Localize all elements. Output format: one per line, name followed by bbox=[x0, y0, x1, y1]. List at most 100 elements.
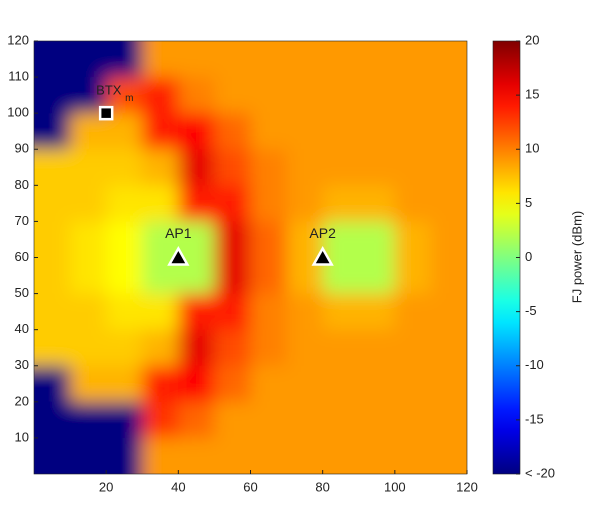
point-marker bbox=[311, 245, 334, 266]
heat-cell bbox=[394, 365, 432, 403]
heat-cell bbox=[106, 365, 143, 403]
heat-cell bbox=[70, 437, 107, 474]
heat-cell bbox=[214, 221, 251, 258]
heat-cell bbox=[358, 149, 396, 186]
heat-cell bbox=[142, 185, 179, 222]
heat-cell bbox=[322, 221, 360, 258]
heat-cell bbox=[250, 77, 288, 114]
heat-cell bbox=[286, 221, 324, 258]
heat-cell bbox=[358, 293, 396, 331]
colorbar-label: FJ power (dBm) bbox=[569, 211, 584, 303]
heat-cell bbox=[250, 149, 288, 186]
y-tick-label: 70 bbox=[15, 213, 29, 228]
point-marker bbox=[167, 245, 190, 266]
x-tick-label: 80 bbox=[315, 479, 329, 494]
heat-cell bbox=[178, 437, 215, 474]
heat-cell bbox=[214, 257, 251, 295]
heat-cell bbox=[178, 221, 215, 258]
heat-cell bbox=[430, 329, 467, 367]
heat-cell bbox=[322, 149, 360, 186]
heat-cell bbox=[358, 329, 396, 367]
heat-cell bbox=[178, 293, 215, 331]
heat-cell bbox=[286, 293, 324, 331]
heat-cell bbox=[358, 401, 396, 439]
colorbar-tick-label: -5 bbox=[525, 303, 537, 318]
heat-cell bbox=[430, 41, 467, 78]
heat-cell bbox=[322, 401, 360, 439]
heat-cell bbox=[106, 437, 143, 474]
y-tick-label: 40 bbox=[15, 321, 29, 336]
heat-cell bbox=[34, 149, 71, 186]
heat-cell bbox=[430, 149, 467, 186]
heat-cell bbox=[142, 293, 179, 331]
heat-cell bbox=[394, 221, 432, 258]
heat-cell bbox=[70, 401, 107, 439]
heat-cell bbox=[214, 329, 251, 367]
heat-cell bbox=[322, 185, 360, 222]
heat-cell bbox=[394, 329, 432, 367]
x-tick-label: 40 bbox=[171, 479, 185, 494]
heat-cell bbox=[322, 293, 360, 331]
heat-cell bbox=[34, 329, 71, 367]
heat-cell bbox=[34, 365, 71, 403]
heat-cell bbox=[70, 221, 107, 258]
point-label: AP2 bbox=[309, 225, 336, 241]
heat-cell bbox=[394, 257, 432, 295]
heat-cell bbox=[214, 437, 251, 474]
heat-cell bbox=[358, 185, 396, 222]
heat-cell bbox=[106, 149, 143, 186]
heat-cell bbox=[142, 329, 179, 367]
heat-cell bbox=[394, 293, 432, 331]
heat-cell bbox=[430, 257, 467, 295]
heat-cell bbox=[250, 113, 288, 150]
heat-cell bbox=[142, 149, 179, 186]
heat-cell bbox=[358, 41, 396, 78]
point-subscript: m bbox=[125, 93, 133, 104]
heat-cell bbox=[286, 41, 324, 78]
heat-cell bbox=[394, 41, 432, 78]
colorbar-tick-label: -10 bbox=[525, 357, 544, 372]
heat-cell bbox=[178, 41, 215, 78]
heat-cell bbox=[142, 365, 179, 403]
heat-cell bbox=[34, 257, 71, 295]
heat-cell bbox=[214, 41, 251, 78]
heat-cell bbox=[430, 293, 467, 331]
x-tick-label: 100 bbox=[384, 479, 406, 494]
heat-cell bbox=[142, 401, 179, 439]
x-tick-label: 60 bbox=[243, 479, 257, 494]
heat-cell bbox=[70, 41, 107, 78]
heat-cell bbox=[106, 401, 143, 439]
y-tick-label: 50 bbox=[15, 285, 29, 300]
heat-cell bbox=[178, 113, 215, 150]
y-tick-label: 60 bbox=[15, 249, 29, 264]
y-tick-label: 80 bbox=[15, 177, 29, 192]
heat-cell bbox=[142, 221, 179, 258]
heat-cell bbox=[430, 77, 467, 114]
point-marker bbox=[98, 105, 114, 121]
heat-cell bbox=[286, 113, 324, 150]
heat-cell bbox=[34, 77, 71, 114]
heat-cell bbox=[394, 401, 432, 439]
heat-cell bbox=[250, 293, 288, 331]
heat-cell bbox=[286, 185, 324, 222]
heat-cell bbox=[394, 77, 432, 114]
heat-cell bbox=[322, 437, 360, 474]
heat-cell bbox=[430, 365, 467, 403]
colorbar-tick-label: 20 bbox=[525, 32, 539, 47]
colorbar-tick-label: -15 bbox=[525, 411, 544, 426]
y-tick-label: 30 bbox=[15, 357, 29, 372]
heat-cell bbox=[286, 77, 324, 114]
heat-cell bbox=[178, 77, 215, 114]
heat-cell bbox=[142, 41, 179, 78]
heatmap bbox=[34, 41, 467, 474]
heat-cell bbox=[430, 401, 467, 439]
heat-cell bbox=[250, 401, 288, 439]
heat-cell bbox=[214, 185, 251, 222]
heat-cell bbox=[250, 437, 288, 474]
heat-cell bbox=[250, 41, 288, 78]
heat-cell bbox=[34, 401, 71, 439]
heat-cell bbox=[34, 113, 71, 150]
heat-cell bbox=[178, 149, 215, 186]
heat-cell bbox=[178, 185, 215, 222]
heat-cell bbox=[358, 437, 396, 474]
